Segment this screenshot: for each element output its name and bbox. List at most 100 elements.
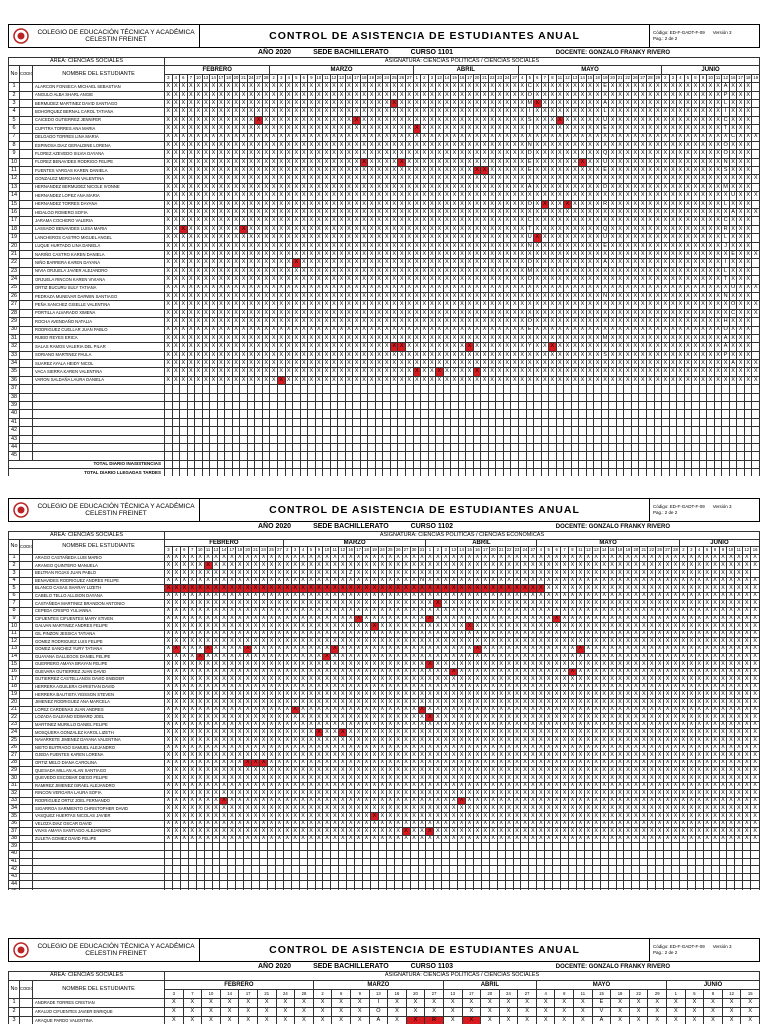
attendance-cell: X <box>412 266 422 277</box>
attendance-cell: O <box>525 317 535 327</box>
code <box>19 224 33 235</box>
attendance-cell: X <box>639 561 649 570</box>
attendance-cell: X <box>254 300 263 310</box>
attendance-cell: X <box>389 191 399 201</box>
attendance-cell: X <box>676 174 685 184</box>
attendance-cell: X <box>362 591 371 601</box>
attendance-cell: X <box>548 233 557 243</box>
attendance-cell: X <box>533 90 542 100</box>
attendance-cell: X <box>171 591 181 601</box>
attendance-cell: X <box>261 342 271 352</box>
attendance-cell: X <box>433 606 443 616</box>
attendance-cell: X <box>307 275 316 285</box>
attendance-cell: X <box>743 208 753 218</box>
attendance-cell: X <box>298 591 308 601</box>
attendance-cell: X <box>352 317 361 327</box>
attendance-cell: X <box>171 82 181 92</box>
attendance-cell: X <box>314 157 324 168</box>
day: 20 <box>231 73 241 84</box>
student-row: 11 FUENTES VARGAS KAREN DANIELA X X X X X X X X X X… <box>8 166 760 176</box>
attendance-cell: X <box>706 157 715 168</box>
student-name: RUBIO REYES ERICA <box>32 333 165 344</box>
attendance-cell <box>623 409 632 419</box>
attendance-cell: X <box>164 149 173 159</box>
attendance-cell: X <box>593 124 602 134</box>
attendance-cell: X <box>359 233 369 243</box>
attendance-cell: X <box>374 350 384 361</box>
attendance-cell: X <box>359 275 369 285</box>
attendance-cell <box>367 417 376 428</box>
student-name: LASSADO BENAVIDES LUISA MARIA <box>32 224 165 235</box>
attendance-cell: X <box>555 359 565 369</box>
attendance-cell: X <box>186 359 196 369</box>
attendance-cell: X <box>710 599 720 608</box>
attendance-cell: X <box>457 132 467 142</box>
attendance-cell: X <box>585 140 595 151</box>
attendance-cell: X <box>653 98 663 109</box>
attendance-cell: X <box>630 308 640 319</box>
attendance-cell <box>465 451 474 461</box>
attendance-cell: X <box>668 233 678 243</box>
attendance-cell: X <box>359 317 369 327</box>
attendance-cell: X <box>397 174 406 184</box>
attendance-cell: X <box>246 174 256 184</box>
student-row: 2 ARANGO QUINTERO MANUELA X X X X X X X X X X X X X X X X… <box>8 561 760 570</box>
attendance-cell: X <box>239 342 248 352</box>
day: 13 <box>337 73 346 84</box>
attendance-cell: X <box>377 568 387 578</box>
total-cell <box>653 468 663 476</box>
attendance-cell: X <box>525 283 535 293</box>
attendance-cell: X <box>382 342 391 352</box>
row-no: 25 <box>8 283 20 293</box>
day: 7 <box>560 546 570 555</box>
attendance-cell: X <box>450 367 459 377</box>
attendance-cell: X <box>608 233 617 243</box>
attendance-cell: X <box>385 576 395 586</box>
attendance-cell <box>638 392 647 403</box>
attendance-cell <box>374 442 384 453</box>
attendance-cell: X <box>389 233 399 243</box>
attendance-cell: X <box>472 149 482 159</box>
attendance-cell: X <box>171 107 181 117</box>
attendance-cell: X <box>480 233 489 243</box>
attendance-cell: X <box>639 591 649 601</box>
total-cell <box>194 459 203 470</box>
attendance-cell <box>480 442 489 453</box>
attendance-cell: X <box>623 553 633 563</box>
attendance-cell <box>480 451 489 461</box>
attendance-cell <box>751 258 760 268</box>
attendance-cell <box>751 275 760 285</box>
attendance-cell <box>450 392 459 403</box>
attendance-cell: X <box>450 216 459 226</box>
attendance-cell: X <box>721 249 730 260</box>
attendance-cell: X <box>583 568 593 578</box>
attendance-cell: X <box>449 591 459 601</box>
student-name <box>32 451 165 461</box>
attendance-cell: X <box>201 140 211 151</box>
attendance-cell: X <box>706 174 715 184</box>
attendance-cell: X <box>427 241 437 252</box>
attendance-cell <box>570 442 580 453</box>
student-name: ALARCON FONSECA MICHAEL SEBASTIAN <box>32 82 165 92</box>
attendance-cell: X <box>274 591 284 601</box>
attendance-cell: X <box>623 216 632 226</box>
attendance-cell: X <box>533 132 542 142</box>
attendance-cell <box>254 434 263 444</box>
day: 5 <box>306 546 316 555</box>
attendance-cell: X <box>520 614 530 624</box>
attendance-cell: X <box>623 591 633 601</box>
student-name: BLANCO CASAS SHARAY LIZETH <box>32 584 165 593</box>
attendance-cell <box>322 426 331 436</box>
attendance-cell: X <box>661 333 670 344</box>
attendance-cell: X <box>420 149 429 159</box>
attendance-cell: X <box>706 216 715 226</box>
student-row: 14 HERNANDEZ LOPEZ ANA MARIA X X X X X X X X X X X X X… <box>8 191 760 201</box>
attendance-cell: X <box>465 149 474 159</box>
attendance-cell: X <box>409 591 419 601</box>
day: 15 <box>585 73 595 84</box>
attendance-cell: X <box>284 375 294 386</box>
attendance-cell <box>706 400 715 411</box>
attendance-cell: X <box>736 174 745 184</box>
attendance-cell: X <box>457 157 467 168</box>
attendance-cell: X <box>374 342 384 352</box>
